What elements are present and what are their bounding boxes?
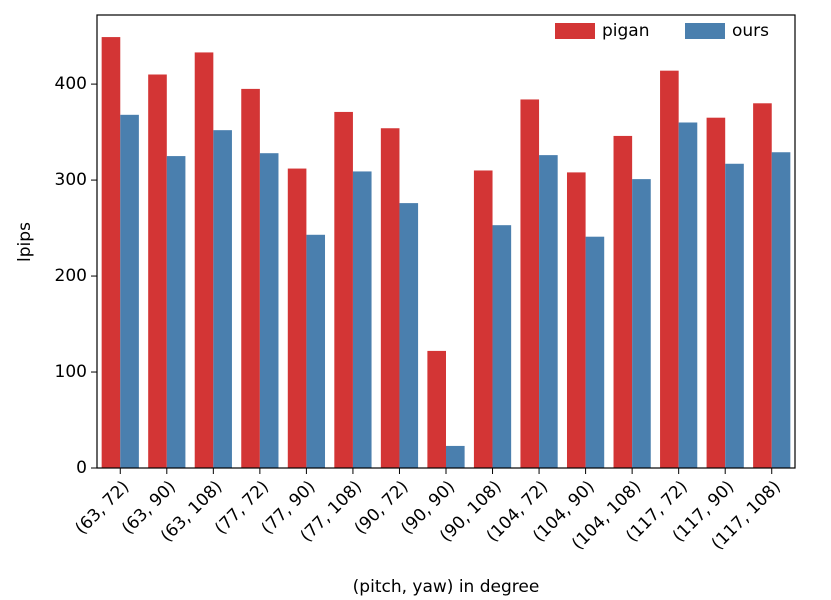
bar <box>539 155 558 469</box>
bar <box>148 74 167 468</box>
legend-label: pigan <box>602 21 650 41</box>
bar <box>287 168 307 468</box>
bar <box>585 236 605 468</box>
bar <box>753 103 772 469</box>
y-tick-label: 0 <box>76 458 87 478</box>
bar <box>166 156 186 468</box>
bar <box>399 203 419 468</box>
bar <box>771 152 791 468</box>
bar <box>120 114 139 468</box>
bar <box>706 117 726 468</box>
bar <box>194 52 214 468</box>
bar <box>334 111 353 468</box>
plot-frame <box>96 14 796 469</box>
y-tick-label: 400 <box>55 74 87 94</box>
bar <box>473 170 493 468</box>
bar <box>101 37 121 468</box>
bar <box>380 128 400 468</box>
legend-swatch <box>555 23 595 39</box>
legend-label: ours <box>732 21 769 41</box>
y-tick-label: 200 <box>55 266 87 286</box>
y-tick-label: 100 <box>55 362 87 382</box>
bar <box>492 225 512 468</box>
bar <box>446 445 465 468</box>
bar <box>241 88 260 468</box>
bar <box>213 130 232 468</box>
bar <box>306 234 326 468</box>
bar <box>566 172 586 468</box>
legend-swatch <box>685 23 725 39</box>
bar <box>678 122 698 469</box>
bar <box>613 135 633 468</box>
bar <box>632 179 651 469</box>
y-tick-label: 300 <box>55 170 87 190</box>
bar <box>725 163 744 468</box>
bar <box>352 171 372 469</box>
bar <box>520 99 540 468</box>
bar <box>660 70 679 468</box>
y-axis-label: lpips <box>15 222 35 262</box>
bar <box>259 153 279 469</box>
bar <box>427 350 446 468</box>
x-axis-label: (pitch, yaw) in degree <box>353 577 540 597</box>
